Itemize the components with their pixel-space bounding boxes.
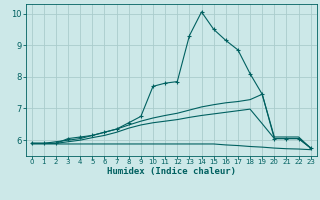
- X-axis label: Humidex (Indice chaleur): Humidex (Indice chaleur): [107, 167, 236, 176]
